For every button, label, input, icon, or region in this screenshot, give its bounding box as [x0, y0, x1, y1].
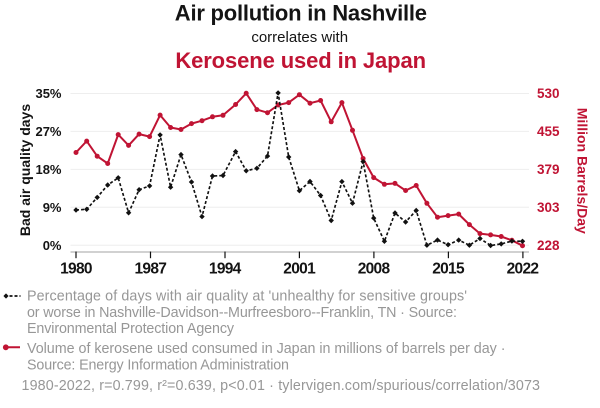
- svg-text:27%: 27%: [35, 124, 61, 139]
- svg-text:1980-2022, r=0.799, r²=0.639,: 1980-2022, r=0.799, r²=0.639, p<0.01 · t…: [22, 378, 541, 394]
- svg-text:228: 228: [537, 238, 560, 253]
- svg-text:455: 455: [537, 124, 560, 139]
- svg-text:18%: 18%: [35, 162, 61, 177]
- svg-text:Kerosene used in Japan: Kerosene used in Japan: [175, 48, 426, 73]
- svg-text:530: 530: [537, 86, 560, 101]
- svg-text:Million Barrels/Day: Million Barrels/Day: [574, 108, 590, 234]
- svg-text:Percentage of days with air qu: Percentage of days with air quality at '…: [27, 289, 467, 305]
- svg-text:2022: 2022: [507, 261, 539, 278]
- svg-text:1980: 1980: [60, 261, 92, 278]
- svg-text:303: 303: [537, 200, 560, 215]
- svg-text:Environmental Protection Agenc: Environmental Protection Agency: [27, 321, 235, 337]
- svg-text:Source: Energy Information Adm: Source: Energy Information Administratio…: [27, 357, 289, 373]
- svg-text:or worse in Nashville-Davidson: or worse in Nashville-Davidson--Murfrees…: [27, 305, 457, 321]
- svg-text:379: 379: [537, 162, 560, 177]
- svg-text:1987: 1987: [135, 261, 167, 278]
- svg-text:correlates with: correlates with: [251, 29, 348, 46]
- svg-text:35%: 35%: [35, 86, 61, 101]
- svg-text:2008: 2008: [358, 261, 391, 278]
- svg-text:Bad air quality days: Bad air quality days: [17, 104, 33, 236]
- svg-text:2001: 2001: [283, 261, 316, 278]
- svg-text:1994: 1994: [209, 261, 242, 278]
- svg-text:9%: 9%: [43, 200, 62, 215]
- svg-text:Volume of kerosene used consum: Volume of kerosene used consumed in Japa…: [27, 341, 506, 357]
- svg-text:0%: 0%: [43, 238, 62, 253]
- svg-text:Air pollution in Nashville: Air pollution in Nashville: [175, 1, 427, 26]
- svg-text:2015: 2015: [432, 261, 465, 278]
